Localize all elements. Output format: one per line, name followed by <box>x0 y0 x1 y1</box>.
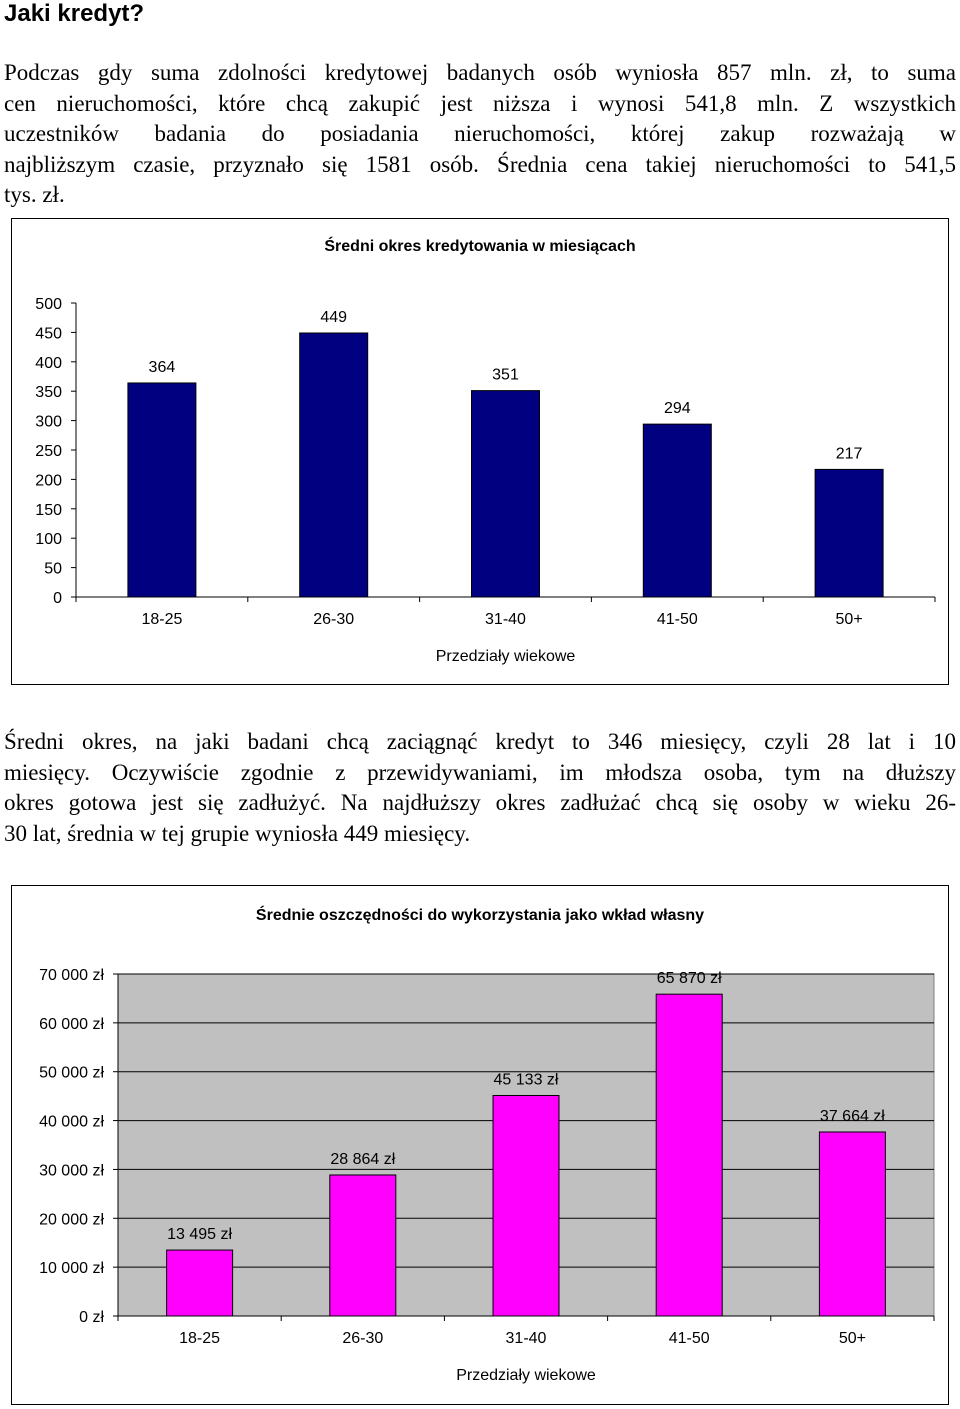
data-label: 364 <box>149 359 176 376</box>
y-tick-label: 450 <box>35 325 62 342</box>
paragraph-line: 30 lat, średnia w tej grupie wyniosła 44… <box>4 820 471 846</box>
data-label: 65 870 zł <box>657 970 722 987</box>
bar <box>818 1131 886 1317</box>
bar <box>299 332 369 598</box>
x-tick-label: 26-30 <box>313 611 354 628</box>
x-tick-label: 41-50 <box>669 1330 710 1347</box>
data-label: 217 <box>836 445 863 462</box>
y-tick-label: 100 <box>35 531 62 548</box>
x-tick-label: 26-30 <box>342 1330 383 1347</box>
paragraph-line: cen nieruchomości, które chcą zakupić je… <box>4 90 956 116</box>
bar <box>642 423 712 598</box>
chart-savings-frame: Średnie oszczędności do wykorzystania ja… <box>11 885 949 1405</box>
paragraph-line: miesięcy. Oczywiście zgodnie z przewidyw… <box>4 759 956 785</box>
chart-savings: Średnie oszczędności do wykorzystania ja… <box>39 905 935 1384</box>
x-tick-label: 41-50 <box>657 611 698 628</box>
y-tick-label: 50 <box>44 561 62 578</box>
y-tick-label: 300 <box>35 414 62 431</box>
data-label: 351 <box>492 367 519 384</box>
y-tick-label: 70 000 zł <box>39 967 104 984</box>
bar <box>127 382 197 598</box>
bar <box>329 1174 397 1317</box>
y-tick-label: 20 000 zł <box>39 1211 104 1228</box>
data-label: 13 495 zł <box>167 1226 232 1243</box>
bar <box>471 390 540 598</box>
x-axis-label: Przedziały wiekowe <box>436 648 576 665</box>
y-tick-label: 250 <box>35 443 62 460</box>
paragraph-line: Średni okres, na jaki badani chcą zaciąg… <box>4 729 956 754</box>
y-tick-label: 30 000 zł <box>39 1162 104 1179</box>
chart-title: Średnie oszczędności do wykorzystania ja… <box>256 905 704 924</box>
y-tick-label: 350 <box>35 384 62 401</box>
paragraph-line: Podczas gdy suma zdolności kredytowej ba… <box>4 60 956 85</box>
chart-credit-period-frame: Średni okres kredytowania w miesiącach 0 5… <box>11 218 949 685</box>
y-tick-label: 10 000 zł <box>39 1260 104 1277</box>
data-label: 294 <box>664 400 691 417</box>
y-tick-label: 40 000 zł <box>39 1114 104 1131</box>
paragraph-line: tys. zł. <box>4 182 65 207</box>
y-tick-label: 0 zł <box>79 1309 104 1326</box>
bar <box>814 468 884 598</box>
x-tick-label: 50+ <box>836 611 863 628</box>
x-tick-label: 18-25 <box>141 611 182 628</box>
x-axis-label: Przedziały wiekowe <box>456 1367 596 1384</box>
paragraph-line: okres gotowa jest się zadłużyć. Na najdł… <box>4 790 956 815</box>
y-tick-label: 0 <box>53 590 62 607</box>
x-tick-label: 50+ <box>839 1330 866 1347</box>
y-tick-label: 400 <box>35 355 62 372</box>
paragraph-line: najbliższym czasie, przyznało się 1581 o… <box>4 151 956 177</box>
y-tick-label: 150 <box>35 502 62 519</box>
y-tick-label: 60 000 zł <box>39 1016 104 1033</box>
chart-title: Średni okres kredytowania w miesiącach <box>324 236 635 255</box>
x-tick-label: 31-40 <box>485 611 526 628</box>
y-tick-label: 200 <box>35 472 62 489</box>
x-tick-label: 18-25 <box>179 1330 220 1347</box>
data-label: 449 <box>320 309 347 326</box>
chart-credit-period: Średni okres kredytowania w miesiącach 0 5… <box>35 236 936 665</box>
bar <box>166 1249 234 1317</box>
data-label: 45 133 zł <box>494 1071 559 1088</box>
y-tick-label: 50 000 zł <box>39 1065 104 1082</box>
bar <box>655 993 723 1317</box>
summary-paragraph: Średni okres, na jaki badani chcą zaciąg… <box>4 727 956 849</box>
y-tick-label: 500 <box>35 296 62 313</box>
x-tick-label: 31-40 <box>506 1330 547 1347</box>
paragraph-line: uczestników badania do posiadania nieruc… <box>4 121 956 146</box>
section-heading: Jaki kredyt? <box>4 0 145 27</box>
intro-paragraph: Podczas gdy suma zdolności kredytowej ba… <box>4 58 956 211</box>
bar <box>492 1094 560 1317</box>
data-label: 37 664 zł <box>820 1108 885 1125</box>
data-label: 28 864 zł <box>330 1151 395 1168</box>
